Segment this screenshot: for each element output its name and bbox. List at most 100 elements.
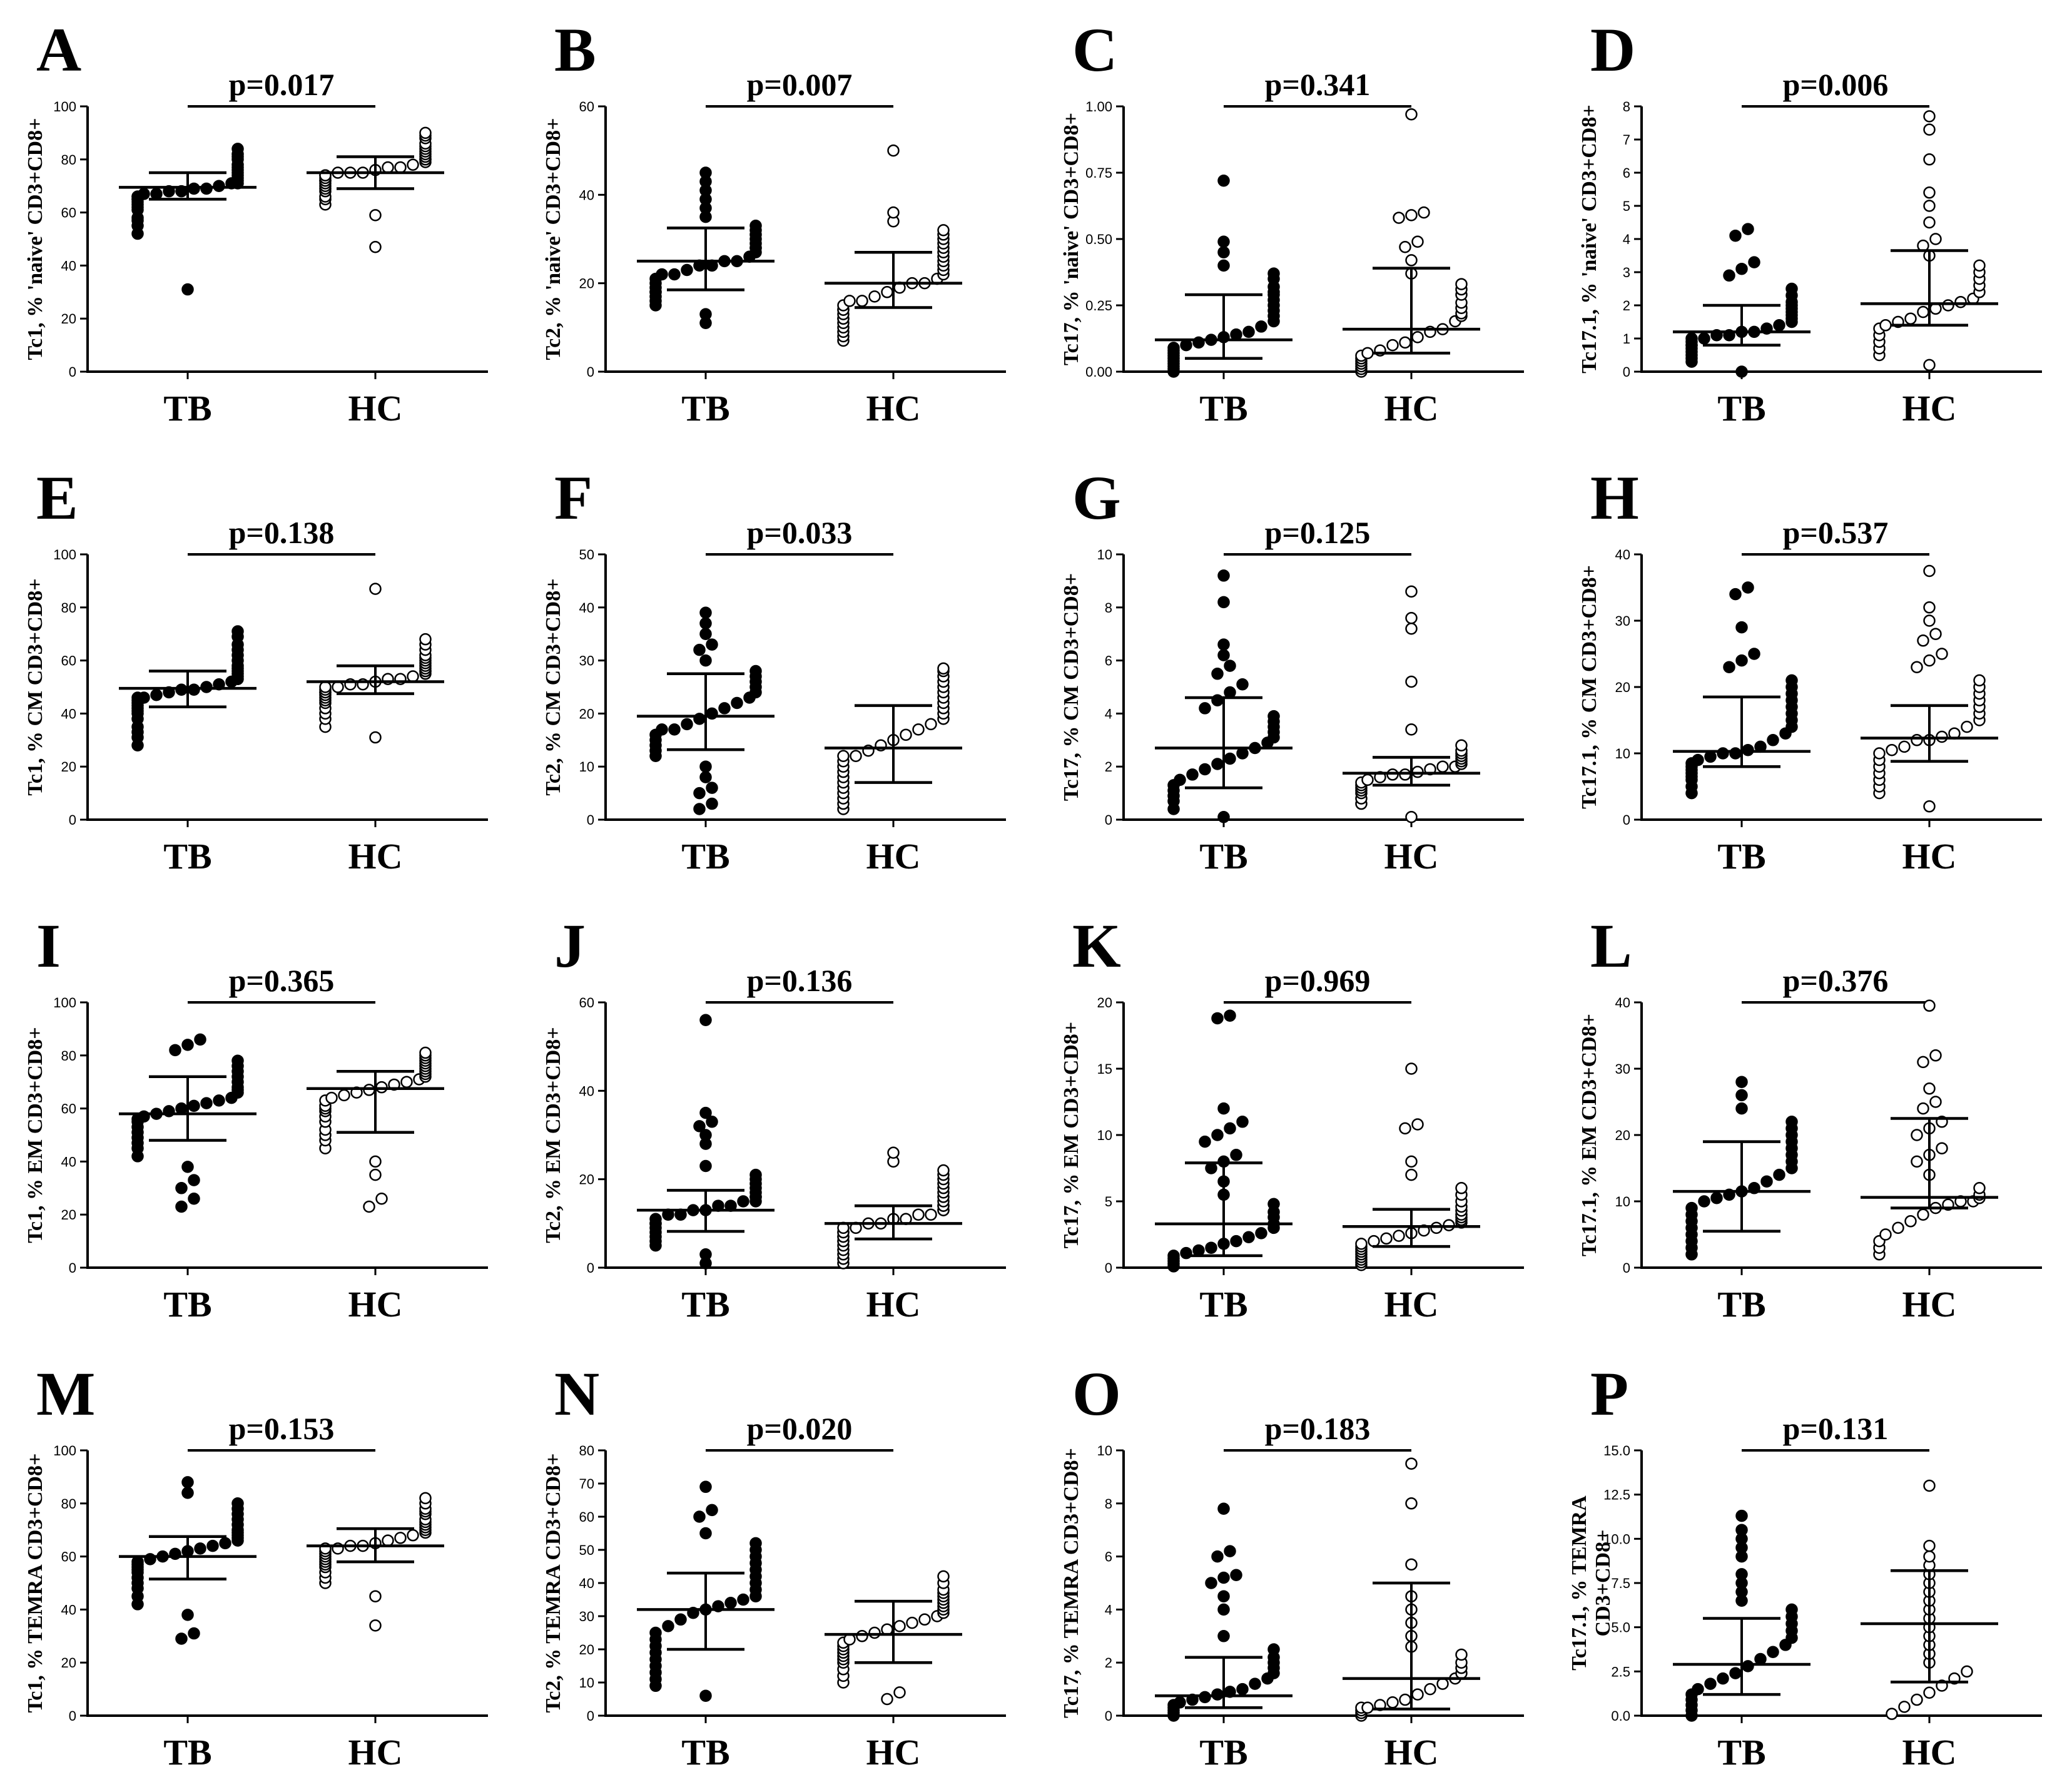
data-point-tb xyxy=(681,718,693,731)
data-point-tb xyxy=(1230,1235,1242,1248)
y-axis-label: Tc17, % CM CD3+CD8+ xyxy=(1060,573,1083,802)
data-point-hc xyxy=(1961,1665,1973,1678)
data-point-tb xyxy=(150,688,163,701)
data-point-tb xyxy=(1236,678,1249,691)
data-point-tb xyxy=(1217,246,1230,258)
y-tick-label: 20 xyxy=(579,706,594,721)
y-tick-label: 30 xyxy=(1615,1061,1630,1077)
data-point-tb xyxy=(231,1054,244,1067)
data-point-hc xyxy=(1917,1208,1929,1221)
data-point-tb xyxy=(706,1116,718,1128)
data-point-tb xyxy=(1242,325,1255,339)
y-tick-label: 0 xyxy=(587,812,594,828)
data-point-tb xyxy=(1754,1652,1767,1666)
y-tick-label: 0 xyxy=(69,1708,76,1724)
data-point-hc xyxy=(419,1492,432,1505)
data-point-tb xyxy=(131,1555,144,1568)
y-tick-label: 20 xyxy=(61,1655,76,1671)
x-category-label-hc: HC xyxy=(1384,836,1439,877)
y-tick-label: 6 xyxy=(1105,653,1112,669)
data-point-hc xyxy=(887,206,900,219)
data-point-tb xyxy=(1742,1660,1754,1672)
data-point-hc xyxy=(394,1532,407,1544)
data-point-tb xyxy=(1217,259,1230,272)
panel-letter: A xyxy=(36,15,82,84)
data-point-tb xyxy=(1735,1102,1748,1115)
data-point-tb xyxy=(175,1200,188,1213)
data-point-hc xyxy=(419,633,432,646)
data-point-hc xyxy=(1873,747,1886,760)
panel-letter: G xyxy=(1072,463,1121,532)
data-point-tb xyxy=(1224,1122,1236,1135)
y-tick-label: 80 xyxy=(579,1443,594,1459)
y-axis-label: Tc17.1, % TEMRA CD3+CD8+ xyxy=(1568,1413,1615,1753)
y-tick-label: 40 xyxy=(579,1576,594,1591)
data-point-hc xyxy=(1911,1155,1923,1168)
data-point-hc xyxy=(1923,1539,1936,1552)
y-axis-label-line: CD3+CD8+ xyxy=(1592,1529,1615,1637)
data-point-tb xyxy=(1217,811,1230,823)
data-point-hc xyxy=(1405,1062,1418,1075)
data-point-tb xyxy=(693,803,706,815)
data-point-hc xyxy=(1368,1235,1380,1248)
data-point-tb xyxy=(749,1168,762,1181)
x-category-label-hc: HC xyxy=(1902,1284,1957,1325)
data-point-tb xyxy=(181,1039,194,1051)
data-point-tb xyxy=(219,1537,231,1550)
x-category-label-hc: HC xyxy=(1384,388,1439,429)
data-point-hc xyxy=(1886,743,1898,756)
data-point-hc xyxy=(900,728,912,741)
data-point-tb xyxy=(1735,1076,1748,1088)
data-point-hc xyxy=(1886,1708,1898,1720)
y-tick-label: 8 xyxy=(1105,600,1112,616)
data-point-tb xyxy=(699,654,712,667)
y-tick-label: 30 xyxy=(579,653,594,669)
data-point-tb xyxy=(231,625,244,638)
data-point-tb xyxy=(1785,1116,1798,1128)
y-tick-label: 10.0 xyxy=(1603,1531,1630,1547)
data-point-hc xyxy=(1923,1479,1936,1492)
data-point-tb xyxy=(699,1248,712,1261)
data-point-hc xyxy=(1911,1129,1923,1141)
data-point-tb xyxy=(138,188,150,200)
data-point-hc xyxy=(369,1155,382,1168)
y-tick-label: 40 xyxy=(61,1154,76,1169)
data-point-tb xyxy=(1773,1168,1785,1181)
y-tick-label: 60 xyxy=(579,1509,594,1525)
data-point-hc xyxy=(369,1619,382,1632)
y-tick-label: 80 xyxy=(61,600,76,616)
data-point-tb xyxy=(1698,332,1710,345)
data-point-hc xyxy=(400,1076,413,1088)
data-point-tb xyxy=(1192,1244,1205,1257)
y-tick-label: 0 xyxy=(69,812,76,828)
data-point-tb xyxy=(1217,235,1230,248)
data-point-hc xyxy=(893,1686,906,1699)
data-point-hc xyxy=(1399,240,1411,253)
data-point-tb xyxy=(737,1593,749,1606)
data-point-tb xyxy=(1735,1089,1748,1102)
data-point-tb xyxy=(1717,1672,1729,1685)
data-point-tb xyxy=(1710,1191,1723,1204)
data-point-tb xyxy=(699,760,712,773)
data-point-hc xyxy=(1361,347,1374,360)
x-category-label-tb: TB xyxy=(163,836,211,877)
data-point-hc xyxy=(1911,734,1923,746)
data-point-tb xyxy=(175,1102,188,1115)
data-point-hc xyxy=(1436,760,1449,773)
y-tick-label: 20 xyxy=(61,759,76,775)
data-point-hc xyxy=(1393,1229,1405,1242)
data-point-hc xyxy=(1361,1701,1374,1714)
data-point-tb xyxy=(699,617,712,629)
y-tick-label: 20 xyxy=(1615,680,1630,695)
y-tick-label: 7 xyxy=(1623,132,1630,148)
panel-letter: J xyxy=(554,911,586,980)
p-value-label: p=0.017 xyxy=(228,67,335,102)
data-point-tb xyxy=(1267,267,1280,280)
data-point-hc xyxy=(407,1529,419,1542)
